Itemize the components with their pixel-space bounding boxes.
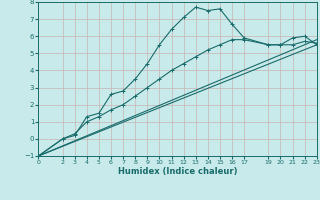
X-axis label: Humidex (Indice chaleur): Humidex (Indice chaleur): [118, 167, 237, 176]
